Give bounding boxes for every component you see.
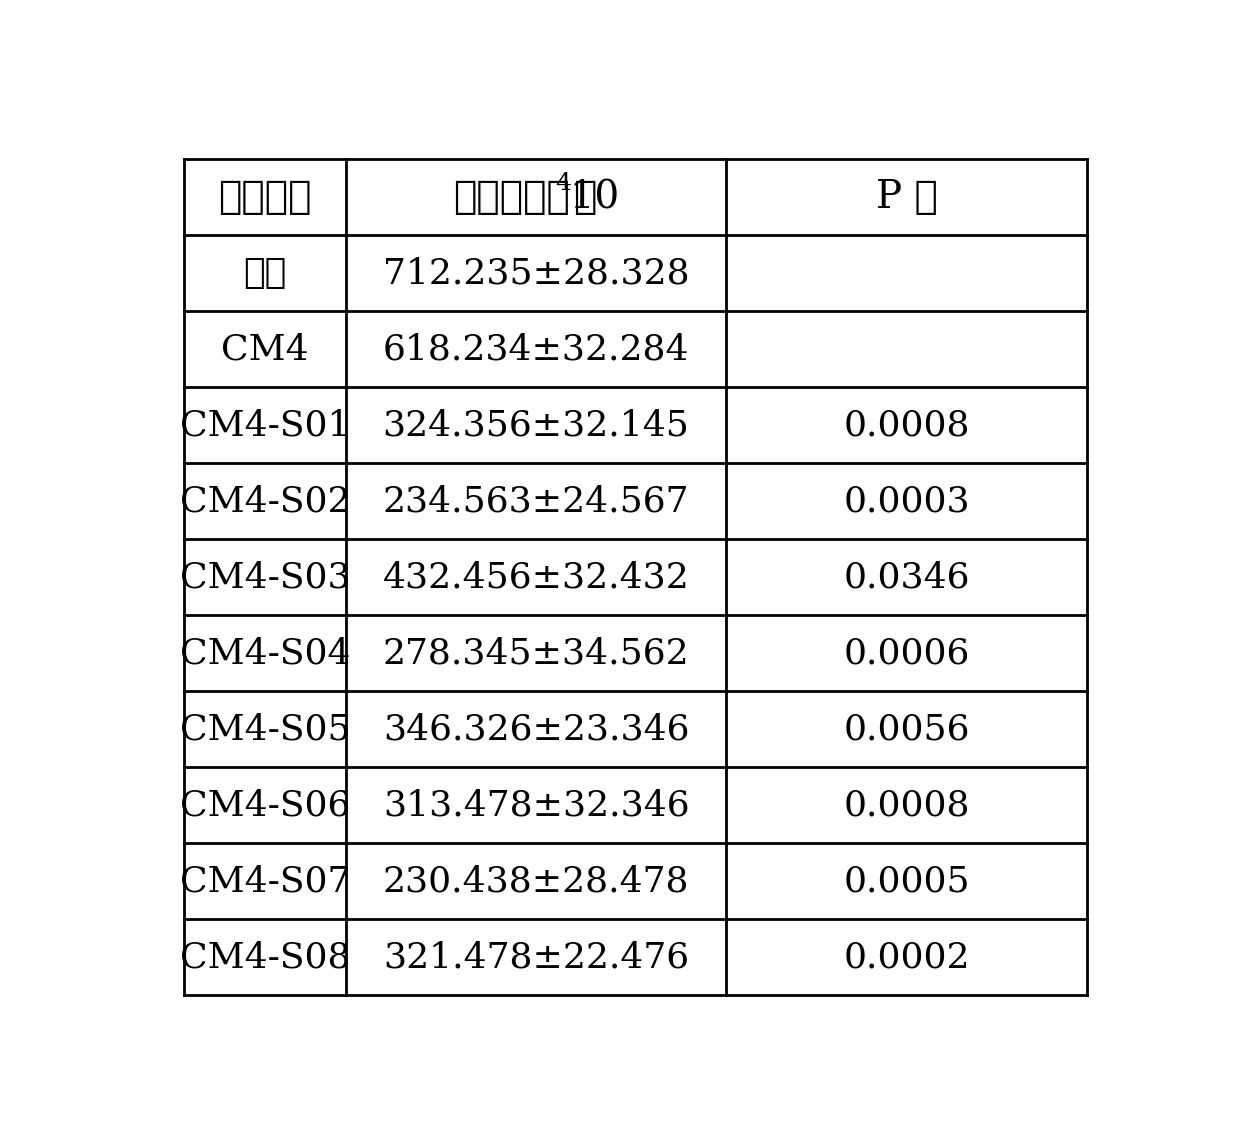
Text: CM4-S03: CM4-S03 (180, 560, 351, 594)
Text: 0.0008: 0.0008 (843, 789, 970, 822)
Text: 细胞数量（10: 细胞数量（10 (453, 178, 619, 216)
Text: CM4-S08: CM4-S08 (180, 941, 351, 974)
Text: CM4-S07: CM4-S07 (180, 864, 351, 898)
Text: CM4-S04: CM4-S04 (180, 637, 351, 670)
Text: 0.0056: 0.0056 (843, 712, 970, 746)
Text: 对照: 对照 (243, 256, 286, 290)
Text: 346.326±23.346: 346.326±23.346 (383, 712, 689, 746)
Text: ）: ） (573, 178, 596, 216)
Text: CM4-S05: CM4-S05 (180, 712, 351, 746)
Text: 0.0002: 0.0002 (843, 941, 970, 974)
Text: CM4-S02: CM4-S02 (180, 485, 351, 518)
Text: 324.356±32.145: 324.356±32.145 (383, 408, 689, 442)
Text: 0.0008: 0.0008 (843, 408, 970, 442)
Text: CM4: CM4 (221, 333, 309, 366)
Text: 278.345±34.562: 278.345±34.562 (383, 637, 689, 670)
Text: 618.234±32.284: 618.234±32.284 (383, 333, 689, 366)
Text: 313.478±32.346: 313.478±32.346 (383, 789, 689, 822)
Text: 321.478±22.476: 321.478±22.476 (383, 941, 689, 974)
Text: 4: 4 (556, 171, 572, 195)
Text: 0.0006: 0.0006 (843, 637, 970, 670)
Text: 234.563±24.567: 234.563±24.567 (383, 485, 689, 518)
Text: 0.0005: 0.0005 (843, 864, 970, 898)
Text: CM4-S06: CM4-S06 (180, 789, 351, 822)
Text: 0.0346: 0.0346 (843, 560, 970, 594)
Text: 432.456±32.432: 432.456±32.432 (383, 560, 689, 594)
Text: P 値: P 値 (875, 178, 937, 216)
Text: 712.235±28.328: 712.235±28.328 (383, 256, 689, 290)
Text: 0.0003: 0.0003 (843, 485, 970, 518)
Text: 230.438±28.478: 230.438±28.478 (383, 864, 689, 898)
Text: 多肽名称: 多肽名称 (218, 178, 312, 216)
Text: CM4-S01: CM4-S01 (180, 408, 351, 442)
